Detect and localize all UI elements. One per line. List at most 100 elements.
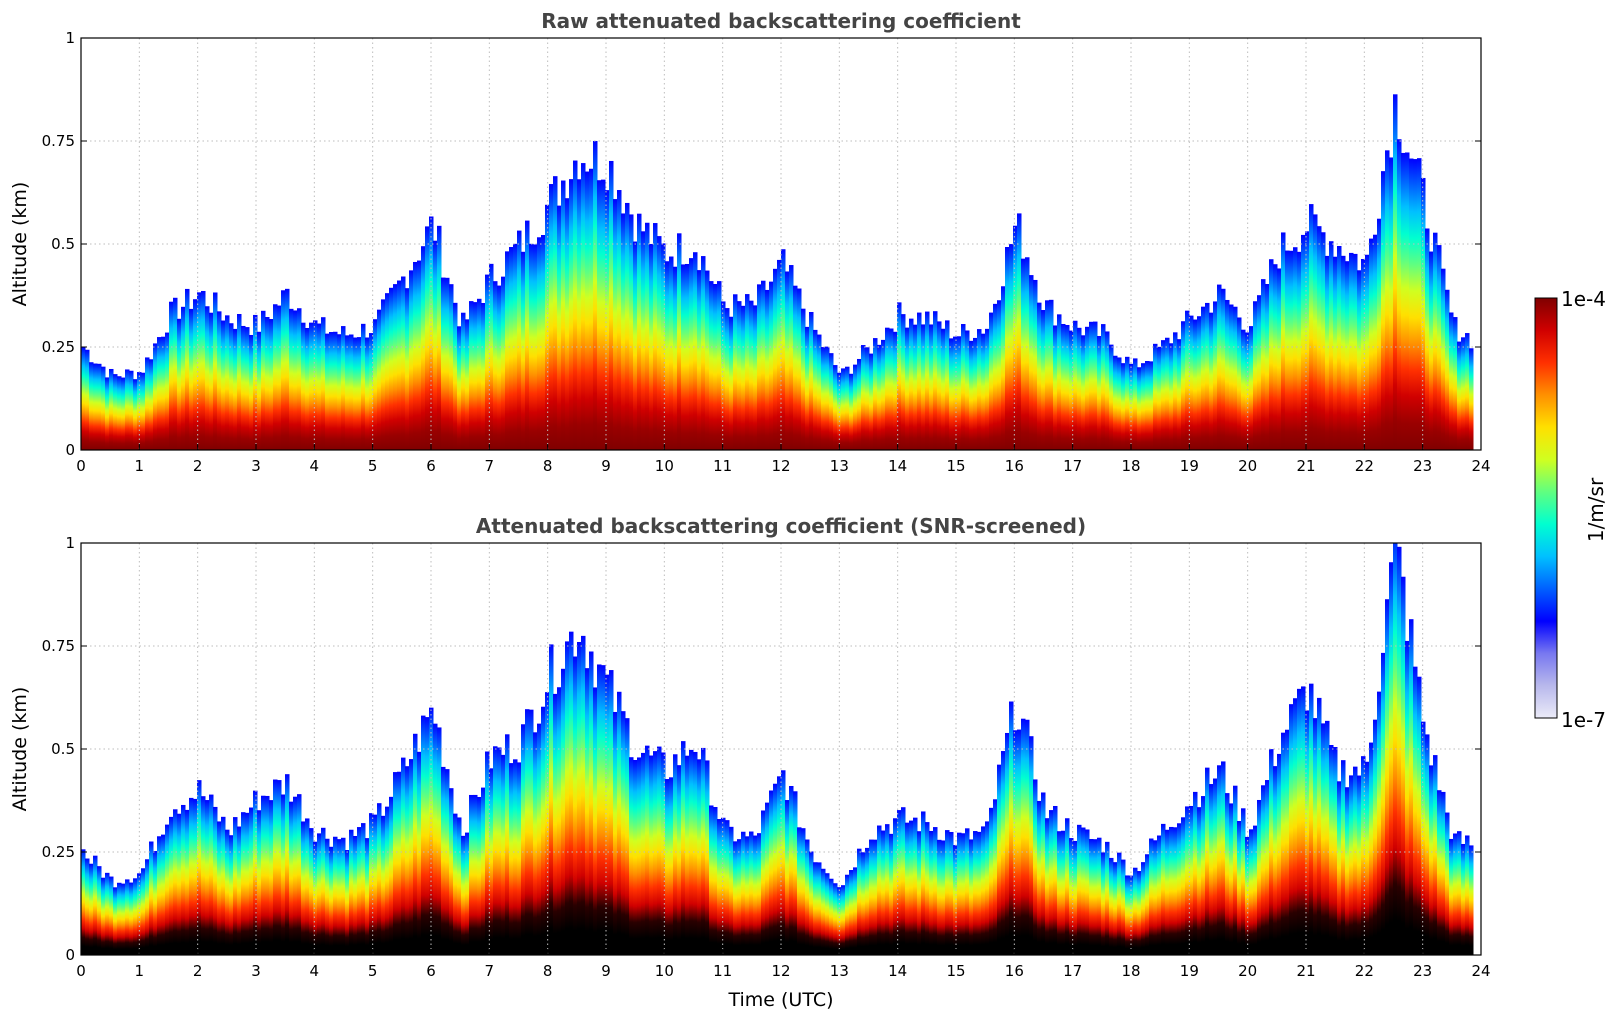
heatmap-column [1017, 213, 1022, 450]
heatmap-column [565, 641, 570, 955]
heatmap-column [1433, 755, 1438, 955]
heatmap-column [669, 256, 674, 450]
heatmap-column [353, 835, 358, 955]
heatmap-column [213, 806, 218, 955]
heatmap-column [881, 830, 886, 955]
heatmap-column [373, 814, 378, 955]
heatmap-column [1449, 838, 1454, 955]
heatmap-column [645, 222, 650, 450]
heatmap-column [1045, 300, 1050, 450]
heatmap-column [781, 249, 786, 450]
x-tick-label: 1 [135, 457, 145, 475]
x-tick-label: 6 [426, 457, 436, 475]
heatmap-column [1241, 329, 1246, 450]
heatmap-column [1437, 245, 1442, 450]
heatmap-column [817, 862, 822, 955]
heatmap-column [345, 850, 350, 955]
heatmap-column [145, 859, 150, 955]
heatmap-column [405, 766, 410, 955]
heatmap-column [349, 334, 354, 450]
heatmap-column [677, 765, 682, 955]
heatmap-column [737, 839, 742, 955]
heatmap-column [333, 331, 338, 450]
heatmap-column [497, 747, 502, 955]
heatmap-column [881, 339, 886, 450]
heatmap-column [505, 251, 510, 450]
heatmap-column [1333, 747, 1338, 955]
heatmap-column [593, 140, 598, 450]
heatmap-column [1013, 730, 1018, 955]
heatmap-column [685, 755, 690, 955]
heatmap-column [941, 840, 946, 955]
heatmap-column [773, 783, 778, 955]
heatmap-column [573, 160, 578, 450]
heatmap-column [969, 340, 974, 450]
heatmap-column [977, 831, 982, 955]
heatmap-column [665, 261, 670, 450]
heatmap-column [521, 724, 526, 955]
heatmap-column [765, 289, 770, 450]
heatmap-column [1393, 94, 1398, 450]
heatmap-column [273, 779, 278, 955]
heatmap-column [501, 276, 506, 450]
heatmap-column [313, 320, 318, 450]
heatmap-column [749, 831, 754, 955]
heatmap-column [393, 772, 398, 955]
chart-title-screened: Attenuated backscattering coefficient (S… [476, 514, 1086, 538]
heatmap-column [605, 190, 610, 450]
heatmap-column [209, 312, 214, 450]
heatmap-column [1089, 321, 1094, 450]
heatmap-column [85, 858, 90, 955]
heatmap-column [681, 741, 686, 955]
heatmap-column [693, 252, 698, 450]
heatmap-column [237, 313, 242, 450]
heatmap-column [1405, 152, 1410, 450]
heatmap-column [885, 327, 890, 450]
heatmap-column [1145, 854, 1150, 955]
heatmap-column [329, 846, 334, 955]
heatmap-column [1241, 808, 1246, 955]
heatmap-column [513, 243, 518, 450]
heatmap-column [1129, 875, 1134, 955]
heatmap-column [1225, 299, 1230, 450]
heatmap-column [221, 320, 226, 450]
grid-raw [81, 38, 1481, 450]
heatmap-column [513, 759, 518, 955]
heatmap-column [449, 788, 454, 955]
heatmap-column [1181, 817, 1186, 955]
heatmap-column [901, 314, 906, 450]
heatmap-column [205, 306, 210, 450]
heatmap-column [1397, 546, 1402, 955]
heatmap-column [109, 876, 114, 955]
heatmap-column [797, 827, 802, 955]
heatmap-column [597, 180, 602, 450]
x-tick-label: 14 [888, 457, 907, 475]
heatmap-column [973, 337, 978, 450]
colorbar-unit-label: 1/m/sr [1584, 477, 1608, 542]
heatmap-column [1193, 319, 1198, 450]
x-tick-label: 21 [1296, 962, 1315, 980]
heatmap-column [361, 323, 366, 450]
heatmap-column [1305, 710, 1310, 955]
heatmap-column [325, 838, 330, 955]
heatmap-column [1265, 780, 1270, 955]
heatmap-column [281, 794, 286, 955]
x-tick-label: 21 [1296, 457, 1315, 475]
x-tick-label: 3 [251, 962, 261, 980]
heatmap-column [293, 796, 298, 955]
heatmap-column [445, 769, 450, 955]
heatmap-column [677, 233, 682, 450]
heatmap-column [1001, 286, 1006, 450]
heatmap-column [485, 751, 490, 955]
heatmap-column [761, 280, 766, 450]
heatmap-column [1165, 337, 1170, 450]
x-tick-label: 1 [135, 962, 145, 980]
y-tick-label: 1 [65, 29, 75, 47]
heatmap-column [569, 179, 574, 450]
heatmap-column [533, 244, 538, 450]
heatmap-column [1177, 339, 1182, 450]
heatmap-column [693, 751, 698, 955]
heatmap-column [869, 839, 874, 955]
heatmap-column [701, 256, 706, 450]
heatmap-column [329, 332, 334, 450]
